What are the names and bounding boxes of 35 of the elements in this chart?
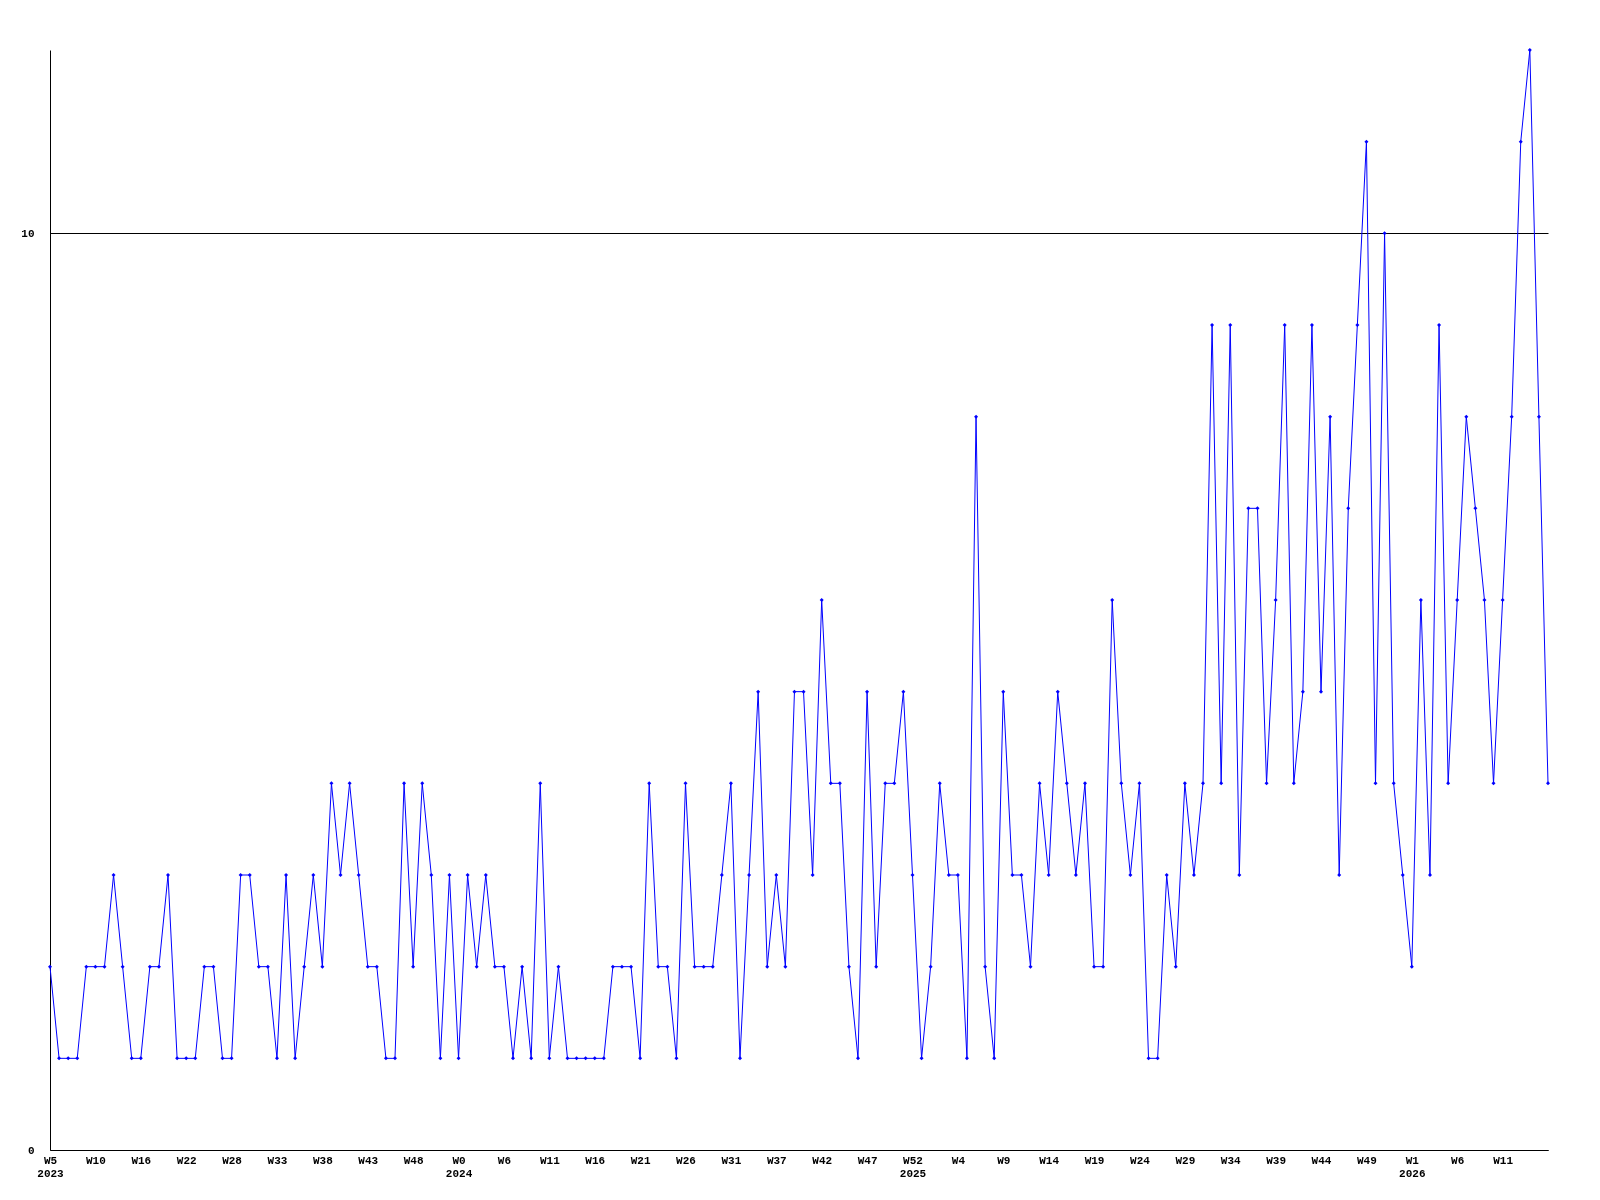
x-tick-label: W47	[857, 1154, 878, 1167]
x-tick-label: W22	[176, 1154, 197, 1167]
x-tick-label: W10	[85, 1154, 106, 1167]
x-tick-label: W4	[951, 1154, 966, 1167]
x-tick-label: W0 2024	[445, 1154, 473, 1180]
x-tick-label: W39	[1266, 1154, 1287, 1167]
x-tick-label: W28	[222, 1154, 243, 1167]
x-tick-label: W52 2025	[899, 1154, 927, 1180]
x-tick-label: W42	[812, 1154, 833, 1167]
x-tick-label: W16	[131, 1154, 152, 1167]
x-tick-label: W14	[1039, 1154, 1060, 1167]
x-tick-label: W5 2023	[37, 1154, 65, 1180]
x-tick-label: W43	[358, 1154, 379, 1167]
x-tick-label: W24	[1130, 1154, 1151, 1167]
x-tick-label: W19	[1084, 1154, 1105, 1167]
y-tick-label: 10	[21, 227, 35, 240]
x-tick-label: W16	[585, 1154, 606, 1167]
x-tick-label: W21	[630, 1154, 651, 1167]
x-tick-label: W26	[676, 1154, 696, 1167]
x-tick-label: W29	[1175, 1154, 1196, 1167]
x-tick-label: W33	[267, 1154, 288, 1167]
x-tick-label: W11	[1493, 1154, 1514, 1167]
x-tick-label: W48	[403, 1154, 424, 1167]
x-tick-label: W31	[721, 1154, 742, 1167]
x-tick-label: W38	[312, 1154, 334, 1167]
x-tick-label: W44	[1311, 1154, 1332, 1167]
y-tick-label: 0	[27, 1144, 35, 1157]
x-tick-label: W1 2026	[1399, 1154, 1426, 1180]
x-tick-label: W37	[766, 1154, 787, 1167]
x-tick-label: W6	[497, 1154, 512, 1167]
x-tick-label: W11	[539, 1154, 561, 1167]
x-tick-label: W34	[1220, 1154, 1242, 1167]
x-tick-label: W6	[1451, 1154, 1465, 1167]
x-tick-label: W9	[997, 1154, 1011, 1167]
x-tick-label: W49	[1357, 1154, 1377, 1167]
